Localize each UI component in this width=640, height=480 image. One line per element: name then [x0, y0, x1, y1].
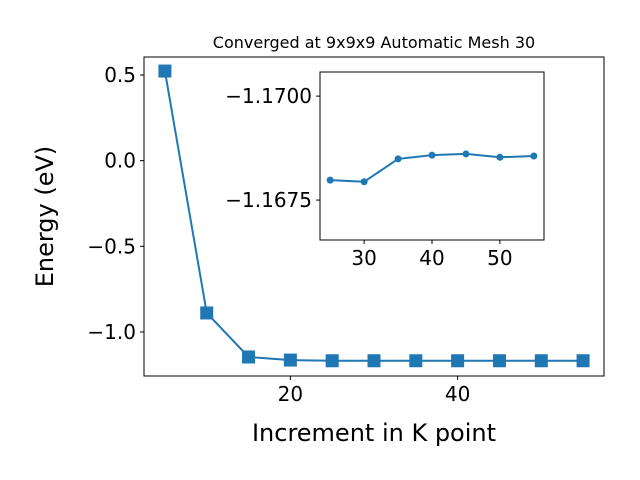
x-axis-label: Increment in K point [252, 419, 496, 447]
marker [283, 353, 297, 367]
marker [367, 354, 381, 368]
marker [360, 178, 368, 186]
x-tick-label: 40 [419, 246, 444, 270]
marker [428, 151, 436, 159]
y-tick-label: 0.0 [104, 149, 136, 173]
y-tick-label: −1.1700 [225, 84, 312, 108]
marker [451, 354, 465, 368]
y-tick-label: 0.5 [104, 63, 136, 87]
marker [496, 153, 504, 161]
y-tick-label: −1.1675 [225, 188, 312, 212]
marker [325, 354, 339, 368]
x-tick-label: 30 [351, 246, 376, 270]
marker [534, 354, 548, 368]
marker [158, 64, 172, 78]
chart-title: Converged at 9x9x9 Automatic Mesh 30 [213, 33, 535, 52]
marker [462, 150, 470, 158]
y-tick-label: −0.5 [87, 234, 136, 258]
y-axis-label: Energy (eV) [31, 146, 59, 288]
marker [200, 306, 214, 320]
x-tick-label: 40 [445, 382, 470, 406]
marker [409, 354, 423, 368]
marker [576, 354, 590, 368]
marker [530, 152, 538, 160]
marker [394, 155, 402, 163]
x-tick-label: 20 [278, 382, 303, 406]
marker [326, 176, 334, 184]
x-tick-label: 50 [487, 246, 512, 270]
marker [492, 354, 506, 368]
y-tick-label: −1.0 [87, 320, 136, 344]
marker [242, 350, 256, 364]
